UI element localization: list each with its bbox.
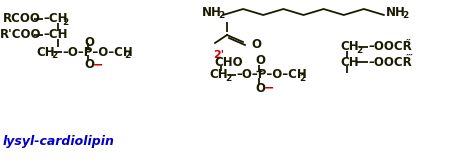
Text: –O–P–O–CH: –O–P–O–CH [62,45,133,58]
Text: 2: 2 [124,51,130,60]
Text: CH: CH [209,68,228,81]
Text: –OOCR: –OOCR [368,55,412,68]
Text: −: − [93,58,104,71]
Text: lysyl-cardiolipin: lysyl-cardiolipin [3,135,115,148]
Text: CHO: CHO [214,55,243,68]
Text: –OOCR: –OOCR [368,41,412,53]
Text: –O–P–O–CH: –O–P–O–CH [236,68,307,81]
Text: RCOO: RCOO [3,13,41,26]
Text: O: O [84,36,94,48]
Text: O: O [84,58,94,71]
Text: ″: ″ [406,39,411,49]
Text: 2: 2 [299,74,305,83]
Text: CH: CH [340,55,359,68]
Text: 2': 2' [213,50,224,60]
Text: ‴: ‴ [406,54,413,64]
Text: 2: 2 [62,18,68,27]
Text: –CH: –CH [43,29,67,42]
Text: NH: NH [202,6,222,19]
Text: O: O [251,39,261,51]
Text: 2: 2 [402,11,408,20]
Text: NH: NH [386,6,406,19]
Text: R'COO: R'COO [0,29,41,42]
Text: CH: CH [340,41,359,53]
Text: 2: 2 [218,11,224,20]
Text: O: O [255,54,265,67]
Text: 2: 2 [225,74,231,83]
Text: 2: 2 [51,51,57,60]
Text: 2: 2 [356,46,362,55]
Text: –CH: –CH [43,13,67,26]
Text: CH: CH [36,45,55,58]
Text: O: O [255,81,265,95]
Text: −: − [264,81,275,95]
